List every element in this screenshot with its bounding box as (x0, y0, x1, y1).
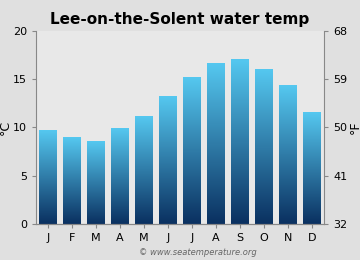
Title: Lee-on-the-Solent water temp: Lee-on-the-Solent water temp (50, 12, 310, 27)
Text: © www.seatemperature.org: © www.seatemperature.org (139, 248, 257, 257)
Y-axis label: °F: °F (348, 121, 360, 134)
Y-axis label: °C: °C (0, 120, 12, 135)
